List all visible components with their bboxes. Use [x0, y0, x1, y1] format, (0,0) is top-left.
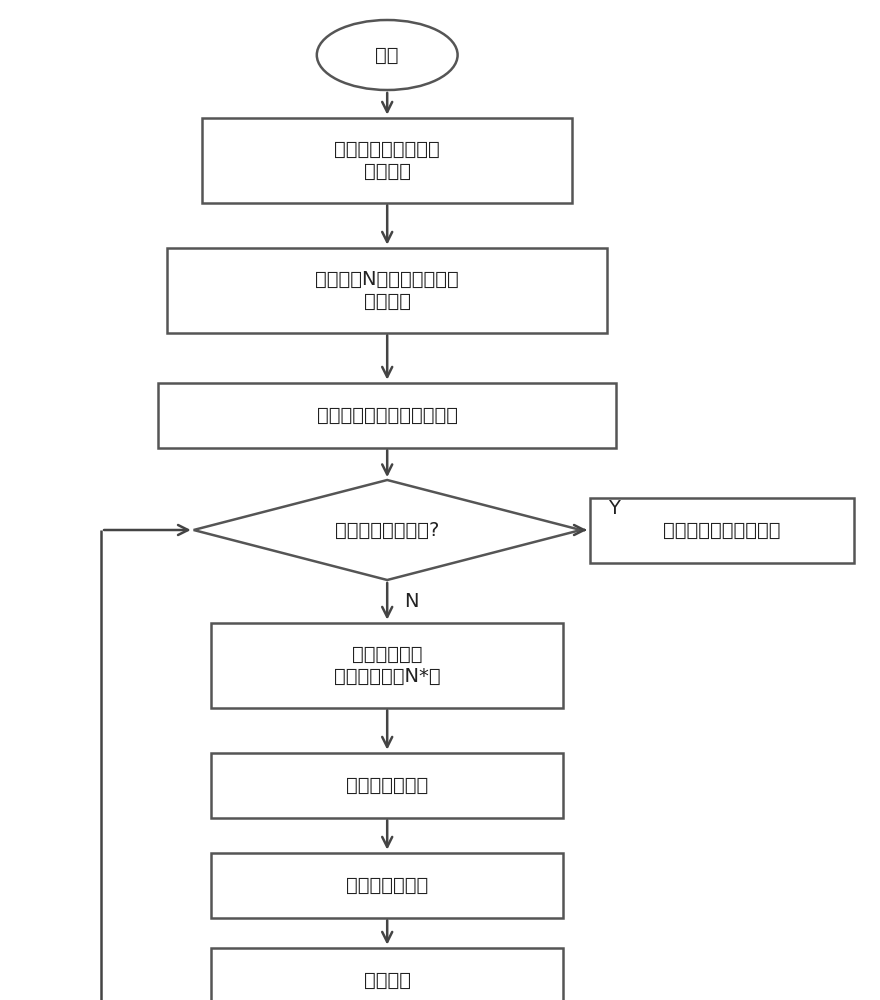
Text: N: N: [405, 592, 419, 611]
FancyBboxPatch shape: [211, 752, 563, 818]
Text: 自适应变异操作: 自适应变异操作: [346, 876, 429, 894]
Text: 算法结束，并输出结果: 算法结束，并输出结果: [663, 520, 781, 540]
Text: 开始: 开始: [376, 45, 399, 64]
Text: 克隆增殖操作
（构成新种群N*）: 克隆增殖操作 （构成新种群N*）: [334, 645, 441, 686]
FancyBboxPatch shape: [211, 622, 563, 708]
FancyBboxPatch shape: [202, 117, 572, 202]
Text: 随机产生N个初始个体构成
初始种群: 随机产生N个初始个体构成 初始种群: [315, 269, 459, 310]
FancyBboxPatch shape: [590, 498, 854, 562]
FancyBboxPatch shape: [211, 852, 563, 918]
FancyBboxPatch shape: [158, 383, 616, 448]
Text: 克隆选择: 克隆选择: [363, 970, 411, 990]
Text: Y: Y: [608, 498, 620, 518]
Polygon shape: [194, 480, 581, 580]
FancyBboxPatch shape: [211, 948, 563, 1000]
Text: 是否满足终止条件?: 是否满足终止条件?: [335, 520, 439, 540]
Text: 对于特定的研究问题
进行编码: 对于特定的研究问题 进行编码: [334, 139, 440, 180]
Text: 解码，评价各个体的适应值: 解码，评价各个体的适应值: [317, 406, 458, 424]
FancyBboxPatch shape: [167, 247, 607, 332]
Ellipse shape: [317, 20, 458, 90]
Text: 自适应交叉操作: 自适应交叉操作: [346, 776, 429, 794]
